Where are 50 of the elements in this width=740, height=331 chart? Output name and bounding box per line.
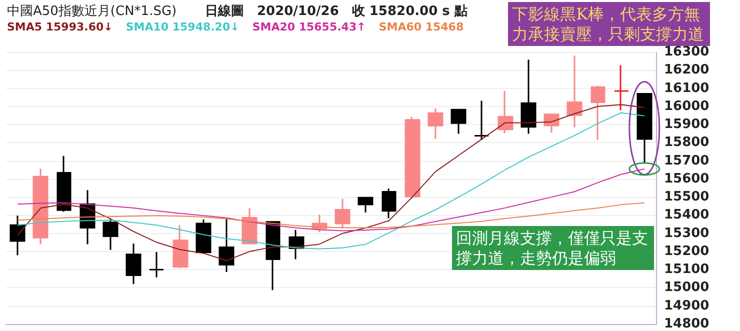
y-tick-label: 16200 bbox=[664, 62, 710, 78]
candlestick bbox=[566, 54, 582, 128]
candlestick bbox=[520, 58, 536, 135]
y-tick-label: 15200 bbox=[664, 244, 710, 259]
candlestick bbox=[196, 218, 212, 254]
candlestick bbox=[614, 64, 630, 111]
candlestick bbox=[382, 188, 396, 220]
candlestick bbox=[126, 242, 142, 285]
candlestick bbox=[474, 100, 490, 141]
text: SMA60 15468 bbox=[378, 20, 464, 34]
annotation: 回測月線支撐，僅僅只是支撐力道，走勢仍是偏弱 bbox=[456, 228, 648, 268]
candlestick bbox=[636, 92, 652, 164]
y-tick-label: 15400 bbox=[664, 208, 710, 223]
candlestick bbox=[428, 108, 444, 140]
y-tick-label: 15700 bbox=[664, 153, 710, 168]
text: SMA5 15993.60↓ bbox=[7, 20, 113, 34]
candlestick bbox=[266, 221, 280, 291]
y-tick-label: 15800 bbox=[664, 135, 710, 150]
y-tick-label: 15100 bbox=[664, 262, 710, 278]
y-tick-label: 16000 bbox=[664, 98, 710, 114]
y-tick-label: 15000 bbox=[664, 280, 710, 296]
y-tick-label: 16300 bbox=[664, 44, 710, 60]
y-tick-label: 16100 bbox=[664, 80, 710, 96]
candlestick bbox=[102, 218, 118, 251]
candlestick bbox=[172, 224, 188, 269]
candlestick bbox=[242, 208, 258, 245]
y-tick-label: 14800 bbox=[664, 316, 710, 331]
text: 下影線黑K棒，代表多方無力承接賣壓，只剩支撐力道 bbox=[512, 4, 704, 44]
candlestick bbox=[404, 116, 420, 200]
y-tick-label: 15300 bbox=[664, 226, 710, 241]
text: SMA20 15655.43↑ bbox=[252, 20, 366, 34]
candlestick bbox=[334, 198, 350, 230]
candlestick bbox=[10, 214, 26, 256]
y-tick-label: 14900 bbox=[664, 298, 710, 314]
candlestick bbox=[218, 218, 234, 273]
candlestick bbox=[358, 196, 374, 214]
candlestick bbox=[56, 155, 72, 213]
candlestick bbox=[544, 112, 560, 134]
candlestick bbox=[498, 90, 514, 134]
candlestick bbox=[450, 108, 466, 135]
candlestick bbox=[148, 251, 164, 278]
chart-title: 中國A50指數近月(CN*1.SG) bbox=[7, 4, 177, 19]
chart-subtitle: 日線圖 2020/10/26 收 15820.00 s 點 bbox=[205, 4, 468, 19]
candlestick bbox=[590, 84, 606, 141]
y-tick-label: 15600 bbox=[664, 171, 710, 186]
text: SMA10 15948.20↓ bbox=[126, 20, 240, 34]
y-tick-label: 15500 bbox=[664, 190, 710, 205]
y-tick-label: 15900 bbox=[664, 117, 710, 132]
line-series bbox=[17, 202, 645, 228]
candlestick bbox=[32, 168, 48, 245]
